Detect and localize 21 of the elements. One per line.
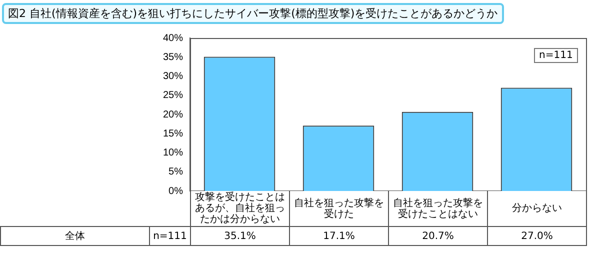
- annotation: n=111: [534, 48, 578, 63]
- y-tick-label: 0%: [168, 186, 184, 197]
- x-tick-label: 自社を狙った攻撃を受けたことはない: [388, 191, 488, 227]
- x-tick-label: 分からない: [487, 191, 587, 227]
- y-tick-label: 25%: [163, 90, 184, 102]
- y-tick-label: 20%: [163, 109, 184, 120]
- y-tick-label: 10%: [163, 148, 184, 158]
- y-tick-label: 30%: [163, 71, 184, 82]
- y-tick-label: 40%: [163, 32, 184, 44]
- chart-title: 図2 自社(情報資産を含む)を狙い打ちにしたサイバー攻撃(標的型攻撃)を受けたことがあるかどうか: [2, 3, 504, 24]
- x-tick-label: 自社を狙った攻撃を受けた: [289, 191, 389, 227]
- data-label: 17.1%: [289, 226, 389, 246]
- data-label: 20.7%: [388, 226, 488, 246]
- data-label: 27.0%: [487, 226, 587, 246]
- y-tick-label: 35%: [163, 52, 184, 63]
- text: n=111: [149, 226, 191, 246]
- text: 全体: [0, 226, 150, 246]
- x-tick-label: 攻撃を受けたことはあるが、自社を狙ったかは分からない: [190, 191, 290, 227]
- y-tick-label: 5%: [168, 166, 184, 178]
- data-label: 35.1%: [190, 226, 290, 246]
- y-tick-label: 15%: [163, 128, 184, 140]
